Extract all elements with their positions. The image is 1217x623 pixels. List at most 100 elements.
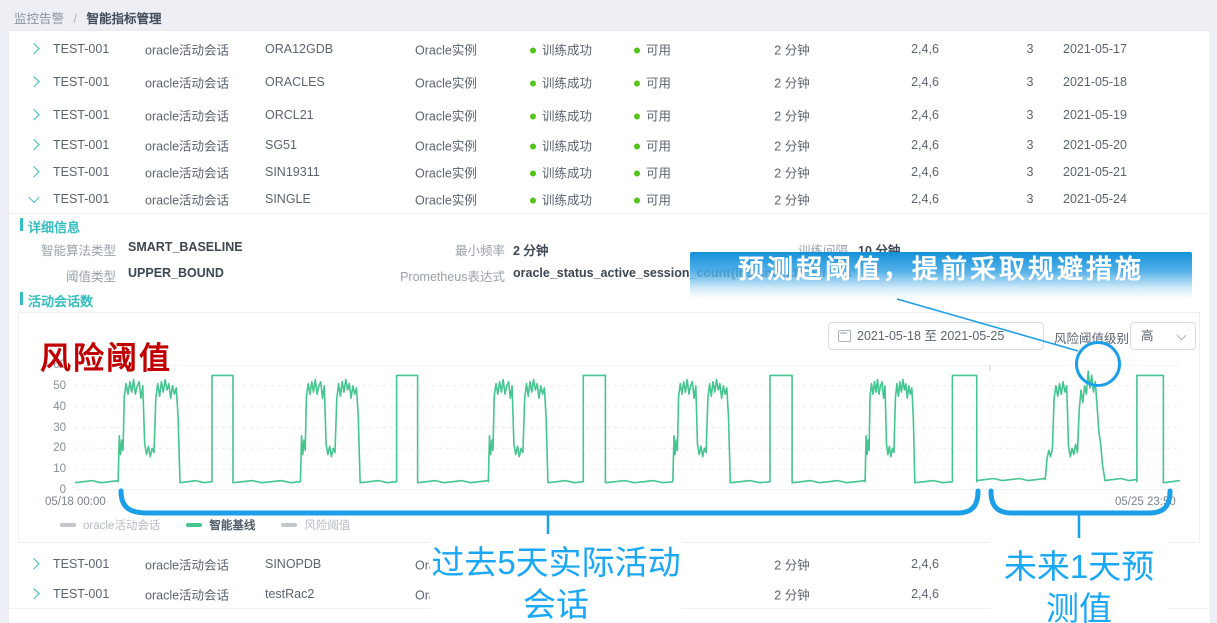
status-dot (530, 143, 536, 149)
row-count: 3 (1026, 74, 1034, 89)
row-name: TEST-001 (53, 107, 110, 122)
chevron-down-icon (1176, 330, 1187, 341)
status-dot (530, 170, 536, 176)
status-dot (530, 113, 536, 119)
row-name: TEST-001 (53, 42, 110, 56)
expand-row-icon[interactable] (28, 108, 40, 120)
risk-level-value: 高 (1141, 329, 1154, 343)
row-frequency: 2 分钟 (774, 76, 810, 90)
row-name: TEST-001 (53, 557, 110, 571)
legend-swatch (60, 523, 76, 527)
date-range-value: 2021-05-18 至 2021-05-25 (857, 329, 1005, 343)
y-tick-20: 20 (53, 442, 66, 455)
field-label-prometheus-expression: Prometheus表达式 (400, 270, 505, 284)
row-frequency: 2 分钟 (774, 166, 810, 180)
row-type: Oracle实例 (415, 166, 477, 180)
row-train-status: 训练成功 (530, 190, 592, 209)
table-row-top-SINGLE[interactable]: TEST-001 oracle活动会话 SINGLE Oracle实例 2 分钟 2,4,… (9, 185, 1208, 214)
legend-swatch (281, 523, 298, 527)
row-levels: 2,4,6 (911, 192, 939, 206)
row-levels: 2,4,6 (911, 137, 939, 152)
row-date: 2021-05-21 (1063, 164, 1127, 179)
prediction-callout: 预测超阈值，提前采取规避措施 (690, 252, 1192, 299)
row-metric: oracle活动会话 (145, 43, 230, 58)
x-axis-end-label: 05/25 23:50 (1115, 496, 1176, 508)
table-row-top-SG51[interactable]: TEST-001 oracle活动会话 SG51 Oracle实例 2 分钟 2,4,6 3… (9, 131, 1208, 159)
row-train-status: 训练成功 (530, 72, 592, 91)
row-metric: oracle活动会话 (145, 139, 230, 153)
row-metric: oracle活动会话 (145, 588, 230, 602)
expand-row-icon[interactable] (28, 43, 40, 55)
row-metric: oracle活动会话 (145, 76, 230, 90)
row-train-status: 训练成功 (530, 162, 592, 181)
row-avail-status: 可用 (634, 162, 671, 181)
breadcrumb-parent[interactable]: 监控告警 (14, 12, 65, 26)
row-name: TEST-001 (53, 192, 110, 206)
row-train-status: 训练成功 (530, 40, 592, 59)
row-avail-status: 可用 (634, 40, 671, 59)
expand-row-icon[interactable] (28, 587, 40, 599)
row-type: Oracle实例 (415, 109, 477, 123)
legend-item-2[interactable]: 风险阈值 (281, 517, 350, 533)
row-avail-status: 可用 (634, 105, 671, 124)
field-label-algorithm-type: 智能算法类型 (40, 244, 116, 258)
collapse-row-icon[interactable] (28, 191, 40, 204)
chart-legend: oracle活动会话 智能基线 风险阈值 (60, 517, 350, 533)
row-levels: 2,4,6 (911, 164, 939, 179)
y-tick-30: 30 (53, 421, 66, 434)
breadcrumb-current: 智能指标管理 (86, 12, 162, 26)
risk-threshold-annotation: 风险阈值 (40, 341, 172, 376)
row-metric: oracle活动会话 (145, 109, 230, 123)
field-value-min-frequency: 2 分钟 (513, 244, 549, 258)
smart-baseline-series (75, 370, 1180, 484)
row-avail-status: 可用 (634, 135, 671, 154)
legend-item-1[interactable]: 智能基线 (186, 517, 255, 533)
status-dot (634, 113, 640, 119)
row-frequency: 2 分钟 (774, 109, 810, 123)
legend-label: 智能基线 (209, 520, 256, 532)
row-levels: 2,4,6 (911, 586, 939, 601)
date-range-picker[interactable]: 2021-05-18 至 2021-05-25 (828, 322, 1044, 350)
row-date: 2021-05-18 (1063, 74, 1127, 89)
row-frequency: 2 分钟 (774, 588, 810, 602)
row-metric: oracle活动会话 (145, 558, 230, 573)
breadcrumb: 监控告警 / 智能指标管理 (14, 8, 161, 27)
baseline-line-chart (75, 365, 1180, 490)
row-name: TEST-001 (53, 74, 110, 89)
field-value-algorithm-type: SMART_BASELINE (128, 240, 243, 254)
row-type: Oracle实例 (415, 43, 477, 58)
expand-row-icon[interactable] (28, 558, 40, 570)
row-instance: SIN19311 (265, 164, 320, 179)
y-tick-60: 60 (53, 359, 66, 371)
risk-level-select[interactable]: 高 (1130, 322, 1196, 350)
legend-item-0[interactable]: oracle活动会话 (60, 517, 160, 533)
status-dot (634, 170, 640, 176)
past-days-annotation: 过去5天实际活动会话 (430, 534, 682, 623)
legend-label: oracle活动会话 (83, 520, 161, 532)
y-tick-10: 10 (53, 463, 66, 476)
legend-swatch (186, 523, 203, 527)
detail-section-title: 详细信息 (19, 217, 80, 236)
expand-row-icon[interactable] (28, 75, 40, 87)
status-dot (634, 80, 640, 86)
expand-row-icon[interactable] (28, 165, 40, 177)
field-value-threshold-type: UPPER_BOUND (128, 266, 224, 280)
table-row-top-SIN19311[interactable]: TEST-001 oracle活动会话 SIN19311 Oracle实例 2 分钟 2,… (9, 158, 1208, 186)
field-label-threshold-type: 阈值类型 (65, 270, 116, 284)
row-levels: 2,4,6 (911, 74, 939, 89)
table-row-top-ORCL21[interactable]: TEST-001 oracle活动会话 ORCL21 Oracle实例 2 分钟 2,4,… (9, 98, 1208, 132)
y-tick-40: 40 (53, 400, 66, 413)
table-row-top-ORACLES[interactable]: TEST-001 oracle活动会话 ORACLES Oracle实例 2 分钟 2,4… (9, 65, 1208, 99)
row-instance: SINOPDB (265, 557, 322, 571)
calendar-icon (838, 330, 851, 342)
row-frequency: 2 分钟 (774, 558, 810, 573)
row-instance: SG51 (265, 137, 297, 152)
status-dot (530, 197, 536, 204)
expand-row-icon[interactable] (28, 138, 40, 150)
row-levels: 2,4,6 (911, 107, 939, 122)
row-date: 2021-05-17 (1063, 42, 1127, 56)
table-row-top-ORA12GDB[interactable]: TEST-001 oracle活动会话 ORA12GDB Oracle实例 2 分钟 2,… (9, 33, 1208, 66)
chart-section-title: 活动会话数 (19, 291, 93, 310)
y-tick-50: 50 (53, 379, 66, 392)
row-instance: testRac2 (265, 586, 315, 601)
